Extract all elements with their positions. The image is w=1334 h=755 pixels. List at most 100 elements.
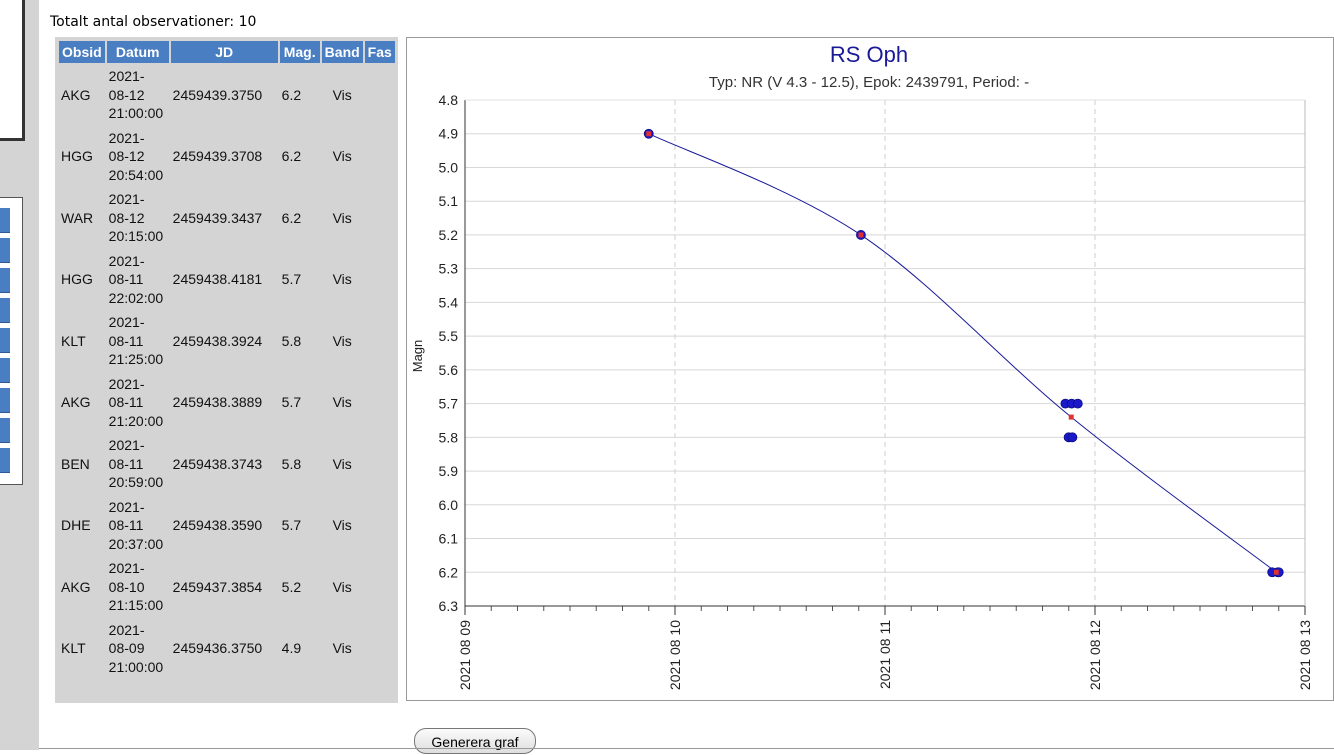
cell-jd: 2459438.3590 — [172, 517, 263, 534]
cell-jd: 2459439.3437 — [172, 209, 263, 226]
chart-subtitle: Typ: NR (V 4.3 - 12.5), Epok: 2439791, P… — [709, 74, 1029, 91]
cell-band: Vis — [332, 394, 352, 411]
col-header-band[interactable]: Band — [321, 41, 363, 63]
cell-fas — [365, 250, 395, 310]
cell-jd: 2459438.4181 — [172, 271, 263, 288]
x-tick-label: 2021 08 13 — [1297, 620, 1313, 690]
cell-mag: 5.8 — [281, 332, 302, 349]
cell-obsid: BEN — [61, 455, 90, 472]
col-header-mag[interactable]: Mag. — [279, 41, 320, 63]
cell-fas — [365, 434, 395, 494]
cell-band: Vis — [332, 148, 352, 165]
y-tick-label: 5.0 — [439, 159, 459, 175]
y-tick-label: 6.2 — [439, 564, 459, 580]
cell-jd: 2459437.3854 — [172, 578, 263, 595]
cell-obsid: AKG — [61, 86, 91, 103]
cell-band: Vis — [332, 209, 352, 226]
col-header-jd[interactable]: JD — [170, 41, 278, 63]
mean-marker — [858, 232, 864, 238]
cell-jd: 2459436.3750 — [172, 640, 263, 657]
date-line: 2021- — [108, 498, 145, 515]
nav-button[interactable] — [0, 298, 10, 323]
trend-line — [648, 133, 1277, 573]
cell-jd: 2459438.3924 — [172, 332, 263, 349]
nav-button[interactable] — [0, 268, 10, 293]
y-tick-label: 5.9 — [439, 463, 459, 479]
cell-date: 2021- 08-10 21:15:00 — [107, 557, 169, 617]
chart-svg: 4.8 4.9 5.0 5.1 5.2 5.3 5.4 5.5 5.6 5.7 5.8 5.9 6.0 6… — [410, 42, 1313, 690]
cell-date: 2021- 08-12 20:54:00 — [107, 127, 169, 187]
cell-obsid: AKG — [61, 578, 91, 595]
date-line: 08-10 — [108, 578, 145, 595]
cell-date: 2021- 08-11 20:37:00 — [107, 496, 169, 556]
date-line: 21:00:00 — [108, 658, 164, 675]
nav-button[interactable] — [0, 388, 10, 413]
table-row: DHE 2021- 08-11 20:37:00 2459438.3590 5.7 Vis — [59, 496, 395, 556]
y-tick-label: 6.0 — [439, 497, 459, 513]
light-curve-chart: 4.8 4.9 5.0 5.1 5.2 5.3 5.4 5.5 5.6 5.7 5.8 5.9 6.0 6… — [406, 37, 1334, 701]
y-tick-label: 5.4 — [439, 294, 459, 310]
cell-fas — [365, 127, 395, 187]
y-tick-label: 5.3 — [439, 261, 459, 277]
y-tick-label: 5.8 — [439, 429, 459, 445]
cell-band: Vis — [332, 455, 352, 472]
date-line: 20:15:00 — [108, 228, 164, 244]
cell-fas — [365, 557, 395, 617]
col-header-obsid[interactable]: Obsid — [59, 41, 105, 63]
nav-button[interactable] — [0, 328, 10, 353]
x-tick-label: 2021 08 10 — [667, 620, 683, 690]
cell-fas — [365, 311, 395, 371]
col-header-fas[interactable]: Fas — [364, 41, 395, 63]
cell-jd: 2459439.3750 — [172, 86, 263, 103]
nav-button[interactable] — [0, 208, 10, 233]
y-tick-label: 4.8 — [439, 92, 459, 108]
nav-button[interactable] — [0, 418, 10, 443]
cell-band: Vis — [332, 578, 352, 595]
cell-band: Vis — [332, 332, 352, 349]
cell-fas — [365, 373, 395, 433]
mean-points — [646, 131, 1279, 575]
cell-fas — [365, 619, 395, 679]
cell-obsid: HGG — [61, 271, 93, 288]
cell-obsid: KLT — [61, 332, 86, 349]
cell-obsid: DHE — [61, 517, 91, 534]
cell-date: 2021- 08-11 21:20:00 — [107, 373, 169, 433]
left-nav — [0, 197, 23, 485]
date-line: 08-12 — [108, 209, 145, 226]
y-tick-label: 6.1 — [439, 531, 459, 547]
nav-button[interactable] — [0, 448, 10, 473]
table-row: AKG 2021- 08-11 21:20:00 2459438.3889 5.7 Vis — [59, 373, 395, 433]
date-line: 08-11 — [108, 517, 144, 533]
y-axis-label: Magn — [410, 340, 425, 373]
cell-date: 2021- 08-11 22:02:00 — [107, 250, 169, 310]
cell-jd: 2459438.3743 — [172, 455, 263, 472]
cell-date: 2021- 08-09 21:00:00 — [107, 619, 169, 679]
cell-date: 2021- 08-11 21:25:00 — [107, 311, 169, 371]
cell-mag: 6.2 — [281, 209, 302, 226]
cell-band: Vis — [332, 271, 352, 288]
generate-graph-button[interactable]: Generera graf — [414, 728, 536, 754]
cell-mag: 5.7 — [281, 271, 302, 288]
cell-mag: 5.8 — [281, 455, 302, 472]
nav-button[interactable] — [0, 358, 10, 383]
observations-table: Obsid Datum JD Mag. Band Fas AKG 2021- 08-… — [57, 39, 397, 680]
cell-obsid: AKG — [61, 394, 91, 411]
cell-mag: 6.2 — [281, 86, 302, 103]
nav-button[interactable] — [0, 238, 10, 263]
date-line: 08-11 — [108, 394, 144, 410]
table-row: WAR 2021- 08-12 20:15:00 2459439.3437 6.2 Vis — [59, 188, 395, 248]
x-tick-label: 2021 08 09 — [457, 620, 473, 690]
left-frame — [0, 0, 25, 141]
table-header-row: Obsid Datum JD Mag. Band Fas — [59, 41, 395, 63]
cell-date: 2021- 08-12 20:15:00 — [107, 188, 169, 248]
date-line: 2021- — [108, 191, 145, 207]
col-header-datum[interactable]: Datum — [106, 41, 169, 63]
data-point — [1067, 432, 1078, 443]
table-row: AKG 2021- 08-10 21:15:00 2459437.3854 5.2 Vis — [59, 557, 395, 617]
date-line: 20:54:00 — [108, 166, 164, 183]
table-row: BEN 2021- 08-11 20:59:00 2459438.3743 5.8 Vis — [59, 434, 395, 494]
grid — [465, 99, 1306, 607]
table-row: HGG 2021- 08-12 20:54:00 2459439.3708 6.2 Vis — [59, 127, 395, 187]
date-line: 08-12 — [108, 86, 145, 103]
data-point — [1072, 398, 1083, 409]
